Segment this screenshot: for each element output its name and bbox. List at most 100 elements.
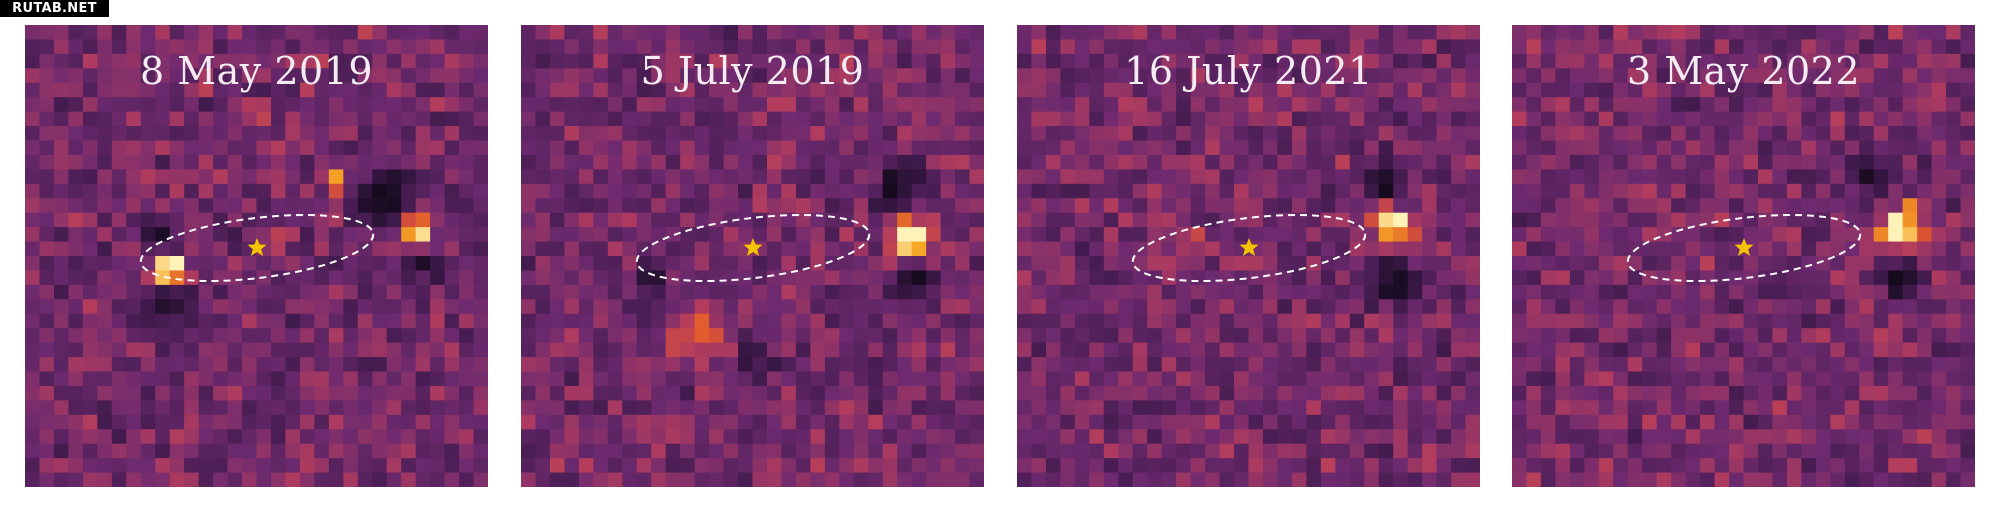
noise-pixel: [1349, 126, 1365, 142]
noise-pixel: [140, 140, 156, 156]
noise-pixel: [285, 429, 301, 445]
noise-pixel: [1700, 126, 1716, 142]
noise-pixel: [328, 39, 344, 55]
noise-pixel: [868, 82, 884, 98]
noise-pixel: [651, 25, 667, 41]
noise-pixel: [738, 313, 754, 329]
noise-pixel: [299, 53, 315, 69]
noise-pixel: [1234, 472, 1250, 487]
noise-pixel: [198, 212, 214, 228]
noise-pixel: [781, 97, 797, 113]
noise-pixel: [1656, 270, 1672, 286]
noise-pixel: [651, 256, 667, 272]
noise-pixel: [593, 328, 609, 344]
noise-pixel: [1569, 443, 1585, 459]
noise-pixel: [1364, 342, 1380, 358]
noise-pixel: [955, 53, 971, 69]
noise-pixel: [68, 299, 84, 315]
noise-pixel: [1349, 140, 1365, 156]
noise-pixel: [1873, 53, 1889, 69]
noise-pixel: [1627, 472, 1643, 487]
noise-pixel: [1393, 357, 1409, 373]
noise-pixel: [564, 284, 580, 300]
noise-pixel: [1685, 458, 1701, 474]
noise-pixel: [39, 256, 55, 272]
noise-pixel: [1786, 183, 1802, 199]
noise-pixel: [1526, 212, 1542, 228]
noise-pixel: [709, 400, 725, 416]
noise-pixel: [213, 443, 229, 459]
noise-pixel: [328, 111, 344, 127]
noise-pixel: [198, 97, 214, 113]
noise-pixel: [1205, 183, 1221, 199]
noise-pixel: [752, 111, 768, 127]
noise-pixel: [795, 357, 811, 373]
noise-pixel: [1830, 25, 1846, 41]
noise-pixel: [1584, 198, 1600, 214]
noise-pixel: [386, 328, 402, 344]
noise-pixel: [1888, 25, 1904, 41]
noise-pixel: [810, 357, 826, 373]
noise-pixel: [564, 241, 580, 257]
noise-pixel: [198, 357, 214, 373]
noise-pixel: [213, 39, 229, 55]
noise-pixel: [1685, 342, 1701, 358]
noise-pixel: [1060, 313, 1076, 329]
noise-pixel: [299, 429, 315, 445]
noise-pixel: [969, 371, 984, 387]
noise-pixel: [299, 328, 315, 344]
noise-pixel: [622, 39, 638, 55]
noise-pixel: [955, 97, 971, 113]
noise-pixel: [1656, 111, 1672, 127]
noise-pixel: [839, 140, 855, 156]
noise-pixel: [1584, 400, 1600, 416]
noise-pixel: [1190, 414, 1206, 430]
noise-pixel: [1045, 400, 1062, 416]
noise-pixel: [1801, 53, 1817, 69]
noise-pixel: [111, 472, 127, 487]
noise-pixel: [1176, 299, 1192, 315]
noise-pixel: [1103, 429, 1119, 445]
noise-pixel: [299, 385, 315, 401]
noise-pixel: [459, 140, 475, 156]
noise-pixel: [1422, 371, 1438, 387]
noise-pixel: [1743, 82, 1759, 98]
noise-pixel: [955, 68, 971, 84]
noise-pixel: [357, 385, 373, 401]
noise-pixel: [897, 284, 913, 300]
noise-pixel: [1118, 371, 1134, 387]
noise-pixel: [955, 169, 971, 185]
noise-pixel: [1060, 241, 1076, 257]
noise-pixel: [415, 212, 431, 228]
noise-pixel: [270, 183, 287, 199]
noise-pixel: [372, 212, 388, 228]
noise-pixel: [386, 126, 402, 142]
noise-pixel: [1946, 212, 1962, 228]
noise-pixel: [1584, 313, 1600, 329]
noise-pixel: [1859, 154, 1875, 170]
noise-pixel: [1045, 97, 1062, 113]
noise-pixel: [1743, 154, 1759, 170]
noise-pixel: [1555, 299, 1571, 315]
noise-pixel: [853, 472, 869, 487]
noise-pixel: [1540, 169, 1557, 185]
noise-pixel: [39, 284, 55, 300]
noise-pixel: [1844, 198, 1860, 214]
noise-pixel: [1234, 39, 1250, 55]
noise-pixel: [694, 284, 710, 300]
noise-pixel: [766, 68, 783, 84]
noise-pixel: [665, 241, 681, 257]
noise-pixel: [1291, 198, 1307, 214]
noise-pixel: [401, 414, 417, 430]
noise-pixel: [926, 342, 942, 358]
noise-pixel: [1584, 270, 1600, 286]
noise-pixel: [1714, 68, 1730, 84]
noise-pixel: [752, 140, 768, 156]
noise-pixel: [593, 313, 609, 329]
noise-pixel: [810, 25, 826, 41]
noise-pixel: [213, 227, 229, 243]
noise-pixel: [39, 458, 55, 474]
noise-pixel: [578, 82, 594, 98]
noise-pixel: [1422, 400, 1438, 416]
noise-pixel: [401, 241, 417, 257]
